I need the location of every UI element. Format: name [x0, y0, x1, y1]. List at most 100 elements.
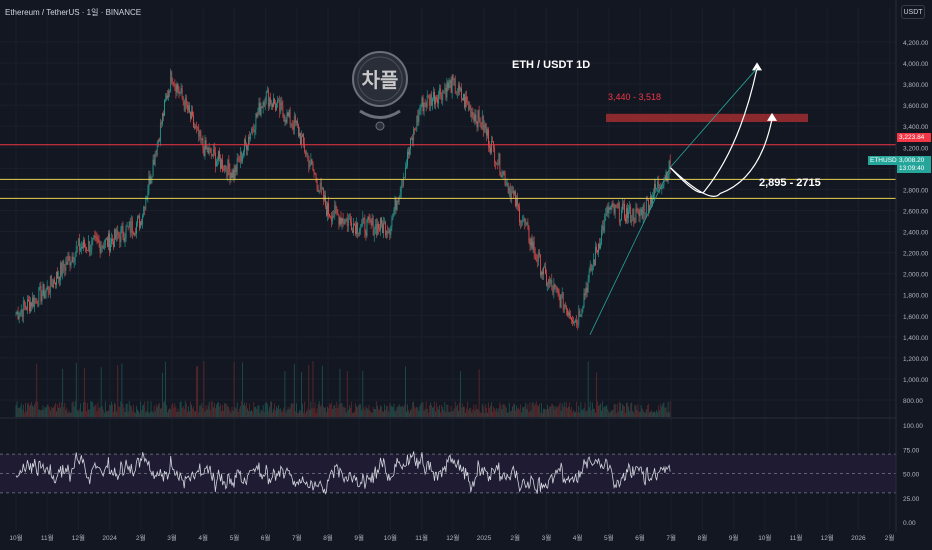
- volume-bar: [176, 411, 178, 417]
- candle-body: [218, 151, 219, 161]
- volume-bar: [439, 405, 441, 417]
- candle-body: [657, 181, 659, 189]
- volume-bar: [460, 371, 461, 417]
- volume-bar: [421, 401, 423, 417]
- candle-body: [162, 113, 163, 124]
- candle-body: [183, 102, 185, 111]
- volume-bar: [464, 407, 465, 417]
- candle-body: [450, 80, 452, 93]
- candle-body: [82, 246, 83, 248]
- candle-body: [219, 151, 220, 159]
- volume-bar: [240, 401, 242, 417]
- trend-line: [589, 167, 671, 335]
- candle-body: [35, 297, 37, 299]
- candle-body: [48, 292, 50, 293]
- candle-body: [301, 136, 302, 145]
- candle-body: [304, 143, 306, 152]
- volume-bar: [394, 411, 396, 417]
- candle-body: [291, 123, 293, 126]
- volume-bar: [624, 406, 625, 417]
- rsi-tick-label: 100.00: [903, 423, 923, 430]
- volume-bar: [627, 402, 628, 417]
- candle-body: [175, 84, 177, 93]
- volume-bar: [254, 406, 256, 417]
- y-tick-label: 1,600.00: [903, 314, 929, 321]
- candle-body: [379, 228, 380, 231]
- candle-body: [472, 111, 474, 115]
- candle-body: [613, 207, 615, 214]
- volume-bar: [144, 401, 146, 417]
- volume-bar: [365, 405, 367, 417]
- candle-body: [318, 190, 320, 192]
- volume-bar: [209, 409, 211, 417]
- volume-bar: [643, 412, 645, 417]
- candle-body: [355, 224, 356, 235]
- volume-bar: [505, 407, 507, 417]
- volume-bar: [632, 410, 634, 417]
- candle-body: [597, 250, 598, 253]
- volume-bar: [259, 412, 261, 417]
- volume-bar: [258, 405, 260, 417]
- volume-bar: [386, 405, 388, 417]
- volume-bar: [602, 401, 604, 417]
- volume-bar: [112, 404, 113, 417]
- y-tick-label: 1,800.00: [903, 293, 929, 300]
- candle-body: [503, 171, 505, 174]
- volume-bar: [409, 412, 410, 417]
- candle-body: [348, 218, 350, 220]
- volume-bar: [583, 408, 585, 417]
- volume-bar: [299, 410, 300, 417]
- candle-body: [545, 267, 546, 274]
- volume-bar: [529, 401, 531, 417]
- candle-body: [118, 234, 120, 237]
- candle-body: [303, 134, 304, 144]
- candle-body: [99, 242, 101, 253]
- volume-bar: [366, 408, 368, 417]
- symbol-header[interactable]: Ethereum / TetherUS · 1일 · BINANCE: [5, 8, 142, 17]
- candle-body: [309, 164, 311, 168]
- candle-body: [241, 155, 243, 162]
- currency-unit-button[interactable]: USDT: [901, 5, 925, 19]
- candle-body: [75, 246, 77, 254]
- candle-body: [416, 115, 418, 131]
- candle-body: [209, 147, 211, 149]
- candle-body: [454, 78, 456, 94]
- volume-bar: [581, 409, 583, 417]
- volume-bar: [595, 412, 596, 417]
- candle-body: [452, 75, 454, 80]
- candle-body: [556, 286, 558, 290]
- candle-body: [464, 94, 465, 108]
- volume-bar: [310, 401, 312, 417]
- volume-bar: [295, 403, 297, 417]
- candle-body: [300, 133, 301, 145]
- candle-body: [145, 199, 147, 210]
- candle-body: [266, 90, 268, 92]
- candle-body: [89, 240, 91, 253]
- candle-body: [263, 101, 265, 107]
- candle-body: [251, 128, 253, 134]
- candle-body: [353, 223, 354, 233]
- volume-bar: [655, 412, 656, 417]
- volume-bar: [384, 404, 385, 417]
- volume-bar: [637, 403, 639, 417]
- volume-bar: [547, 404, 548, 417]
- candle-body: [147, 190, 149, 197]
- volume-bar: [656, 410, 658, 417]
- candle-body: [91, 239, 93, 250]
- candle-body: [421, 97, 423, 106]
- candle-body: [394, 197, 396, 210]
- candle-body: [576, 319, 578, 325]
- candle-body: [499, 153, 501, 175]
- volume-bar: [604, 406, 606, 417]
- volume-bar: [474, 410, 476, 417]
- x-tick-label: 8월: [698, 533, 708, 542]
- candle-body: [627, 208, 628, 218]
- candle-body: [108, 233, 109, 247]
- candle-body: [95, 236, 97, 238]
- volume-bar: [69, 412, 71, 417]
- volume-bar: [556, 407, 558, 417]
- candle-body: [489, 146, 490, 148]
- candle-body: [229, 168, 231, 179]
- y-tick-label: 1,400.00: [903, 335, 929, 342]
